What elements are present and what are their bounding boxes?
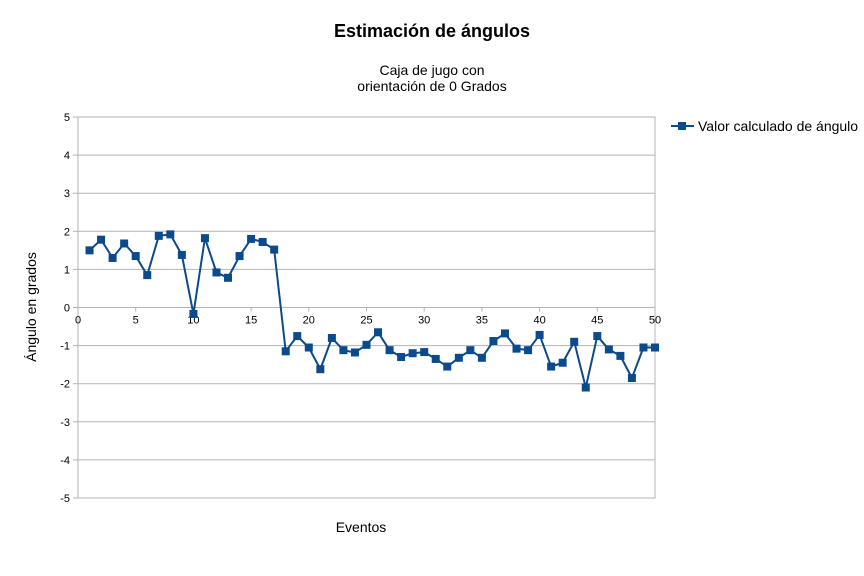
data-point-23 [339,346,348,355]
data-point-43 [570,337,579,346]
data-point-42 [558,358,567,367]
data-point-29 [408,349,417,358]
data-point-45 [593,332,602,341]
chart-subtitle-line-1: Caja de jugo con [379,62,484,78]
legend: Valor calculado de ángulo [671,118,858,134]
data-point-16 [258,237,267,246]
data-point-6 [143,271,152,280]
y-tick-label-3: 2 [64,226,70,238]
data-point-18 [281,347,290,356]
y-tick-label-6: -1 [60,341,70,353]
series-line-0 [88,233,655,389]
data-point-39 [524,346,533,355]
data-point-20 [304,343,313,352]
x-tick-label-10: 50 [649,315,661,327]
x-tick-label-7: 35 [476,315,488,327]
y-tick-label-2: 3 [64,188,70,200]
data-point-41 [547,362,556,371]
data-point-24 [350,348,359,357]
data-point-19 [293,332,302,341]
data-point-7 [154,231,163,240]
y-axis-ticks: 5 4 3 2 1 0 -1 -2 -3 -4 -5 [60,112,78,505]
data-point-36 [489,337,498,346]
legend-entry-label: Valor calculado de ángulo [698,118,858,134]
data-point-21 [316,365,325,374]
data-point-13 [224,273,233,282]
data-point-8 [166,230,175,239]
data-point-47 [616,351,625,360]
data-point-38 [512,344,521,353]
legend-marker-swatch [678,122,686,130]
y-tick-label-5: 0 [64,303,70,315]
x-axis-ticks: 0 5 10 15 20 25 30 35 40 45 50 [75,307,661,327]
data-point-4 [120,239,129,248]
data-point-22 [327,333,336,342]
y-tick-label-8: -3 [60,417,70,429]
data-point-25 [362,340,371,349]
x-tick-label-5: 25 [360,315,372,327]
y-tick-label-10: -5 [60,493,70,505]
y-tick-label-7: -2 [60,379,70,391]
y-tick-label-0: 5 [64,112,70,124]
data-point-15 [247,234,256,243]
data-point-33 [454,353,463,362]
y-tick-label-9: -4 [60,455,70,467]
chart-title: Estimación de ángulos [334,21,530,41]
data-point-28 [397,353,406,362]
x-tick-label-4: 20 [303,315,315,327]
x-tick-label-9: 45 [591,315,603,327]
x-tick-label-0: 0 [75,315,81,327]
data-point-2 [97,235,106,244]
data-point-26 [374,328,383,337]
data-point-46 [604,345,613,354]
x-tick-label-6: 30 [418,315,430,327]
data-point-40 [535,330,544,339]
data-point-17 [270,245,279,254]
data-point-11 [200,234,209,243]
data-point-37 [500,329,509,338]
data-point-49 [639,343,648,352]
y-axis-label: Ángulo en grados [23,252,39,362]
data-point-44 [581,383,590,392]
y-tick-label-1: 4 [64,150,70,162]
data-point-27 [385,346,394,355]
data-point-1 [85,246,94,255]
data-point-10 [189,309,198,318]
data-point-50 [651,343,659,352]
data-point-14 [235,252,244,261]
data-point-34 [466,346,475,355]
x-tick-label-1: 5 [133,315,139,327]
data-point-32 [443,362,452,371]
data-point-48 [627,373,636,382]
data-point-5 [131,252,140,261]
data-point-12 [212,268,221,277]
x-axis-label: Eventos [336,519,387,535]
x-tick-label-3: 15 [245,315,257,327]
data-point-3 [108,253,117,262]
data-point-30 [420,348,429,357]
data-point-9 [177,250,186,259]
data-series [85,230,659,392]
x-tick-label-8: 40 [533,315,545,327]
data-point-35 [477,353,486,362]
data-point-31 [431,354,440,363]
chart-subtitle-line-2: orientación de 0 Grados [357,78,506,94]
y-tick-label-4: 1 [64,264,70,276]
